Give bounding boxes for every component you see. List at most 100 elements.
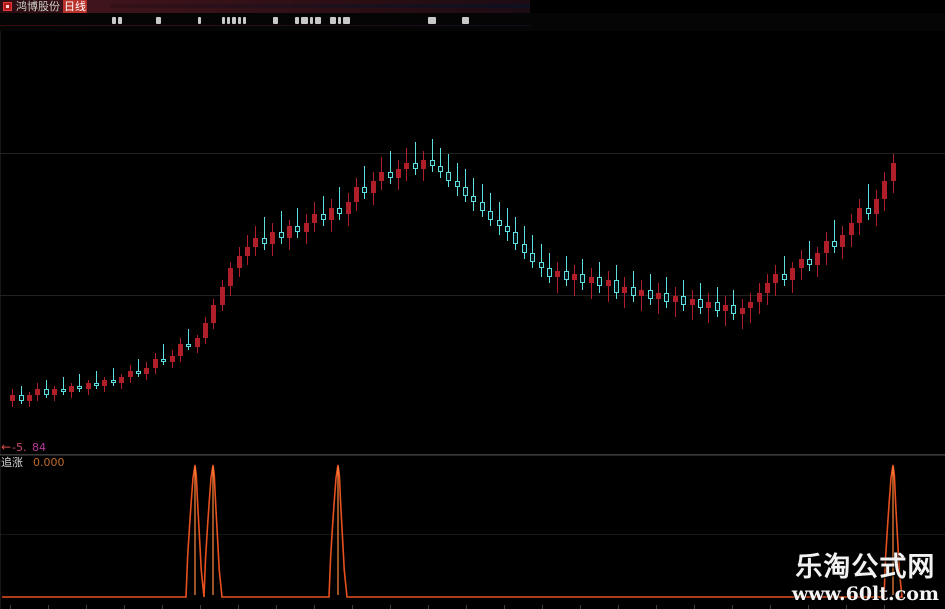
time-tick: [694, 605, 695, 609]
toolbar-item-10[interactable]: [295, 17, 299, 24]
candle-body: [86, 382, 91, 389]
candle-wick: [457, 163, 458, 197]
candle-body: [304, 223, 309, 233]
price-chart-panel[interactable]: [0, 31, 945, 455]
indicator-panel[interactable]: [0, 459, 945, 609]
toolbar-item-6[interactable]: [232, 17, 236, 24]
time-tick: [200, 605, 201, 609]
toolbar[interactable]: [0, 13, 945, 31]
candle-body: [161, 358, 166, 362]
time-tick: [770, 605, 771, 609]
candle-body: [572, 274, 577, 281]
candle-wick: [725, 295, 726, 326]
candle-body: [354, 187, 359, 203]
candle-wick: [868, 184, 869, 221]
candle-body: [480, 202, 485, 212]
toolbar-item-17[interactable]: [428, 17, 436, 24]
candle-body: [94, 382, 99, 386]
toolbar-item-15[interactable]: [338, 17, 341, 24]
toolbar-item-5[interactable]: [227, 17, 230, 24]
candle-body: [253, 238, 258, 248]
candle-wick: [658, 283, 659, 314]
toolbar-item-4[interactable]: [222, 17, 225, 24]
toolbar-item-7[interactable]: [238, 17, 241, 24]
candle-wick: [163, 343, 164, 365]
toolbar-item-13[interactable]: [315, 17, 321, 24]
app-icon[interactable]: [3, 2, 12, 11]
candle-body: [237, 256, 242, 269]
candle-wick: [557, 262, 558, 293]
time-tick: [314, 605, 315, 609]
candle-body: [547, 268, 552, 278]
toolbar-item-11[interactable]: [301, 17, 308, 24]
candle-body: [144, 367, 149, 374]
candle-wick: [281, 211, 282, 245]
candle-body: [312, 214, 317, 224]
candle-body: [706, 301, 711, 308]
window-title: 鸿博股份: [16, 0, 60, 13]
toolbar-item-3[interactable]: [198, 17, 201, 24]
candle-body: [639, 289, 644, 296]
candle-wick: [46, 379, 47, 398]
time-tick: [846, 605, 847, 609]
candle-body: [857, 208, 862, 224]
candle-body: [128, 370, 133, 377]
candle-body: [61, 388, 66, 392]
price-change-value: -5.: [12, 441, 27, 454]
candle-body: [799, 259, 804, 269]
candle-body: [866, 208, 871, 215]
candle-wick: [390, 151, 391, 185]
candle-body: [614, 280, 619, 293]
candle-body: [262, 238, 267, 245]
toolbar-item-16[interactable]: [343, 17, 350, 24]
window-title-bar[interactable]: 鸿博股份 日线: [0, 0, 945, 13]
indicator-label-row: 追涨 0.000: [0, 456, 945, 470]
candle-body: [740, 307, 745, 314]
toolbar-item-9[interactable]: [273, 17, 278, 24]
candle-body: [471, 196, 476, 203]
period-badge[interactable]: 日线: [63, 0, 87, 13]
time-tick: [504, 605, 505, 609]
candle-body: [723, 304, 728, 311]
candle-body: [664, 292, 669, 302]
left-arrow-icon[interactable]: ←: [1, 440, 12, 454]
toolbar-item-0[interactable]: [112, 17, 116, 24]
toolbar-item-8[interactable]: [243, 17, 246, 24]
candle-body: [648, 289, 653, 299]
candle-body: [220, 286, 225, 305]
candle-wick: [264, 217, 265, 251]
toolbar-item-2[interactable]: [156, 17, 161, 24]
candle-wick: [675, 286, 676, 317]
candle-body: [513, 232, 518, 245]
indicator-name[interactable]: 追涨: [1, 456, 23, 469]
toolbar-item-18[interactable]: [462, 17, 469, 24]
candle-body: [421, 160, 426, 170]
time-tick: [618, 605, 619, 609]
candle-body: [35, 388, 40, 395]
candle-body: [111, 379, 116, 383]
toolbar-item-1[interactable]: [118, 17, 122, 24]
candle-body: [606, 280, 611, 287]
candle-wick: [297, 208, 298, 239]
candle-body: [824, 241, 829, 254]
indicator-axis-border: [0, 459, 1, 609]
candle-wick: [574, 265, 575, 296]
candle-body: [597, 277, 602, 287]
candle-wick: [448, 154, 449, 188]
candle-wick: [21, 385, 22, 404]
candle-body: [245, 247, 250, 257]
candle-body: [119, 376, 124, 383]
candle-body: [832, 241, 837, 248]
candle-wick: [541, 244, 542, 278]
candle-wick: [499, 202, 500, 236]
candle-wick: [532, 235, 533, 269]
toolbar-item-14[interactable]: [330, 17, 336, 24]
candle-wick: [465, 169, 466, 203]
toolbar-item-12[interactable]: [310, 17, 313, 24]
candle-body: [765, 283, 770, 293]
candle-body: [362, 187, 367, 194]
candle-wick: [364, 166, 365, 200]
candle-body: [849, 223, 854, 236]
candle-body: [388, 172, 393, 179]
